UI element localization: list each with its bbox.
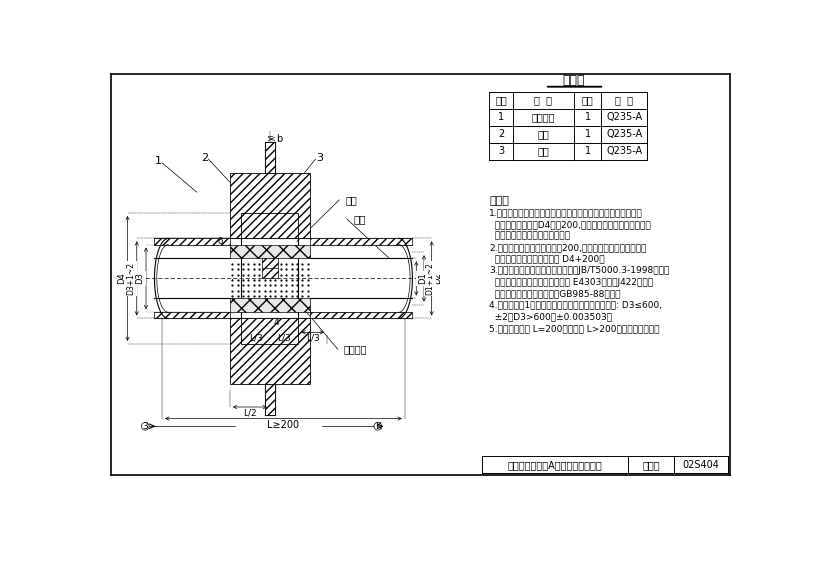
Bar: [155, 312, 230, 319]
Text: Q235-A: Q235-A: [606, 129, 642, 139]
Text: 2: 2: [498, 129, 505, 139]
Bar: [230, 244, 310, 259]
Text: ±2，D3>600，±0.003503。: ±2，D3>600，±0.003503。: [490, 312, 613, 321]
Text: 焊接采用手工电弧焊，焊条型号 E4303，牌号J422。焊缝: 焊接采用手工电弧焊，焊条型号 E4303，牌号J422。焊缝: [490, 278, 654, 287]
Text: 翼环: 翼环: [537, 129, 550, 139]
Text: D3+1~2: D3+1~2: [126, 262, 135, 295]
Text: D2: D2: [433, 273, 442, 284]
Text: 序号: 序号: [495, 96, 507, 106]
Text: L/3: L/3: [305, 334, 319, 343]
Text: 厚。加厚部分的直径至少为 D4+200。: 厚。加厚部分的直径至少为 D4+200。: [490, 255, 605, 264]
Text: L/3: L/3: [249, 334, 263, 343]
Text: 4: 4: [274, 318, 279, 327]
Text: 图集号: 图集号: [642, 460, 660, 470]
Text: 1: 1: [585, 129, 590, 139]
Text: 2: 2: [201, 152, 208, 162]
Text: 3: 3: [143, 422, 148, 430]
Bar: [242, 319, 298, 344]
Bar: [265, 384, 275, 415]
Text: 数量: 数量: [581, 96, 594, 106]
Text: 3: 3: [498, 146, 504, 156]
Text: D1: D1: [418, 273, 427, 284]
Text: 4.当套管（件1）采用卷制成型时，周长允许偏差为: D3≤600,: 4.当套管（件1）采用卷制成型时，周长允许偏差为: D3≤600,: [490, 301, 663, 310]
Bar: [265, 142, 275, 173]
Bar: [262, 259, 278, 269]
Text: 圈应比翼环直径（D4）大200,而且必须将套管一次浇固于墙: 圈应比翼环直径（D4）大200,而且必须将套管一次浇固于墙: [490, 220, 651, 229]
Text: K: K: [375, 422, 381, 430]
Text: 1: 1: [498, 112, 504, 123]
Bar: [242, 213, 298, 238]
Text: L≥200: L≥200: [267, 420, 300, 430]
Text: L/2: L/2: [243, 409, 257, 418]
Bar: [230, 319, 310, 384]
Text: b: b: [276, 134, 283, 144]
Bar: [111, 92, 461, 477]
Text: 1: 1: [585, 112, 590, 123]
Bar: [310, 238, 413, 244]
Text: 1: 1: [585, 146, 590, 156]
Text: Q235-A: Q235-A: [606, 112, 642, 123]
Text: D4: D4: [117, 273, 126, 284]
Bar: [155, 238, 230, 244]
Text: 材  料: 材 料: [615, 96, 633, 106]
Text: 钢制套管: 钢制套管: [532, 112, 555, 123]
Text: 坡口的基本形式与尺寸按照GB985-88执行。: 坡口的基本形式与尺寸按照GB985-88执行。: [490, 289, 621, 298]
Text: δ: δ: [217, 237, 223, 246]
Text: 1.套管穿墙处如遇非混凝土墙壁时，应改用混凝土墙壁，其浇注: 1.套管穿墙处如遇非混凝土墙壁时，应改用混凝土墙壁，其浇注: [490, 209, 643, 217]
Text: 内。套管内的填料应紧密捣实。: 内。套管内的填料应紧密捣实。: [490, 232, 570, 241]
Text: 3: 3: [316, 152, 324, 162]
Text: 钢管: 钢管: [353, 214, 365, 224]
Text: 1: 1: [155, 156, 162, 166]
Bar: [310, 312, 413, 319]
Text: Q235-A: Q235-A: [606, 146, 642, 156]
Text: 名  称: 名 称: [534, 96, 552, 106]
Text: 2.穿管处混凝土墙厚应不小于200,否则应使墙壁一边或两边加: 2.穿管处混凝土墙厚应不小于200,否则应使墙壁一边或两边加: [490, 243, 647, 252]
Text: 5.套管的重量以 L=200计算，当 L>200时，应另行计算。: 5.套管的重量以 L=200计算，当 L>200时，应另行计算。: [490, 324, 660, 333]
Text: L/3: L/3: [278, 334, 291, 343]
Bar: [230, 173, 310, 238]
Text: 材料表: 材料表: [563, 74, 586, 87]
Text: 3.焊接结构尺寸公差与形位公差按照JB/T5000.3-1998执行。: 3.焊接结构尺寸公差与形位公差按照JB/T5000.3-1998执行。: [490, 266, 670, 275]
Text: 油麻: 油麻: [346, 195, 357, 205]
Text: D1+1~2: D1+1~2: [426, 262, 435, 295]
Text: 说明：: 说明：: [490, 196, 509, 206]
Text: D3: D3: [135, 273, 144, 284]
Text: 别性防水套管（A型）安装图（一）: 别性防水套管（A型）安装图（一）: [508, 460, 602, 470]
Bar: [230, 298, 310, 312]
Text: 02S404: 02S404: [683, 460, 720, 470]
Bar: [262, 268, 278, 278]
Text: 挡圈: 挡圈: [537, 146, 550, 156]
Text: 石棉水泥: 石棉水泥: [344, 345, 368, 354]
